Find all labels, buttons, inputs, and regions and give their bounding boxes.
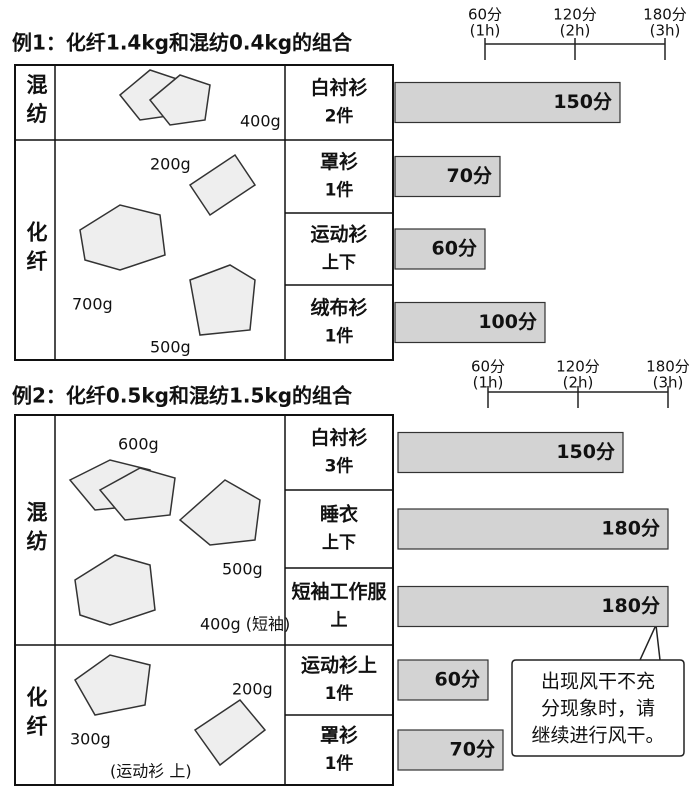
- tick-sub-label: (2h): [563, 374, 594, 392]
- item-count: 1件: [325, 753, 354, 774]
- bar: [394, 301, 546, 344]
- item-name: 白衬衫: [310, 76, 367, 99]
- weight-label: 200g: [232, 680, 273, 699]
- callout-text: 出现风干不充: [541, 671, 655, 693]
- bar: [394, 228, 486, 270]
- callout-text: 分现象时，请: [541, 698, 655, 720]
- bar-label: 150分: [556, 441, 615, 463]
- tick-label: 120分: [556, 358, 600, 376]
- item-name: 绒布衫: [310, 296, 367, 319]
- weight-label: 700g: [72, 295, 113, 314]
- weight-label: 300g: [70, 730, 111, 749]
- item-count: 上: [331, 611, 348, 631]
- bar-label: 180分: [601, 595, 660, 617]
- bar-label: 150分: [553, 91, 612, 113]
- tick-sub-label: (3h): [653, 374, 684, 392]
- group-label: 化纤: [24, 220, 48, 279]
- weight-label: 500g: [150, 338, 191, 357]
- weight-label: (运动衫 上): [110, 762, 192, 781]
- item-count: 3件: [325, 456, 354, 477]
- tick-sub-label: (2h): [560, 22, 591, 40]
- item-name: 运动衫上: [301, 654, 377, 677]
- bar: [397, 431, 624, 474]
- item-name: 睡衣: [320, 503, 358, 526]
- group-label: 化纤: [24, 685, 48, 744]
- tick-label: 180分: [646, 358, 690, 376]
- illustrations: [68, 69, 267, 767]
- weight-label: 400g: [240, 112, 281, 131]
- group-label: 混纺: [24, 501, 48, 559]
- tick-sub-label: (3h): [650, 22, 681, 40]
- bar: [397, 729, 504, 771]
- bar-label: 70分: [450, 739, 495, 761]
- example-title: 例2：化纤0.5kg和混纺1.5kg的组合: [12, 384, 353, 408]
- item-name: 运动衫: [310, 223, 367, 246]
- bar: [397, 508, 669, 550]
- tick-sub-label: (1h): [470, 22, 501, 40]
- item-count: 1件: [325, 683, 354, 704]
- item-name: 罩衫: [320, 724, 358, 747]
- weight-label: 200g: [150, 155, 191, 174]
- bar: [394, 81, 621, 124]
- tick-sub-label: (1h): [473, 374, 504, 392]
- item-count: 上下: [322, 253, 356, 273]
- tick-label: 120分: [553, 6, 597, 24]
- bar-label: 100分: [478, 311, 537, 333]
- tick-label: 180分: [643, 6, 687, 24]
- item-count: 上下: [322, 533, 356, 553]
- bar: [397, 659, 489, 701]
- tick-label: 60分: [468, 6, 502, 24]
- item-count: 1件: [325, 326, 354, 347]
- item-name: 罩衫: [320, 150, 358, 173]
- bar: [394, 155, 501, 198]
- bar-label: 60分: [432, 238, 477, 260]
- callout-box: [511, 622, 685, 757]
- item-count: 2件: [325, 106, 354, 127]
- item-name: 白衬衫: [310, 426, 367, 449]
- tick-label: 60分: [471, 358, 505, 376]
- group-label: 混纺: [24, 74, 48, 132]
- weight-label: 600g: [118, 435, 159, 454]
- item-count: 1件: [325, 180, 354, 201]
- bar-label: 70分: [447, 165, 492, 187]
- bar: [397, 585, 669, 628]
- weight-label: 500g: [222, 560, 263, 579]
- weight-label: 400g (短袖): [200, 615, 290, 634]
- table-border: [14, 414, 394, 786]
- example-title: 例1：化纤1.4kg和混纺0.4kg的组合: [12, 31, 353, 55]
- bar-label: 180分: [601, 518, 660, 540]
- callout-text: 继续进行风干。: [531, 725, 664, 747]
- bar-label: 60分: [435, 669, 480, 691]
- item-name: 短袖工作服: [291, 580, 387, 603]
